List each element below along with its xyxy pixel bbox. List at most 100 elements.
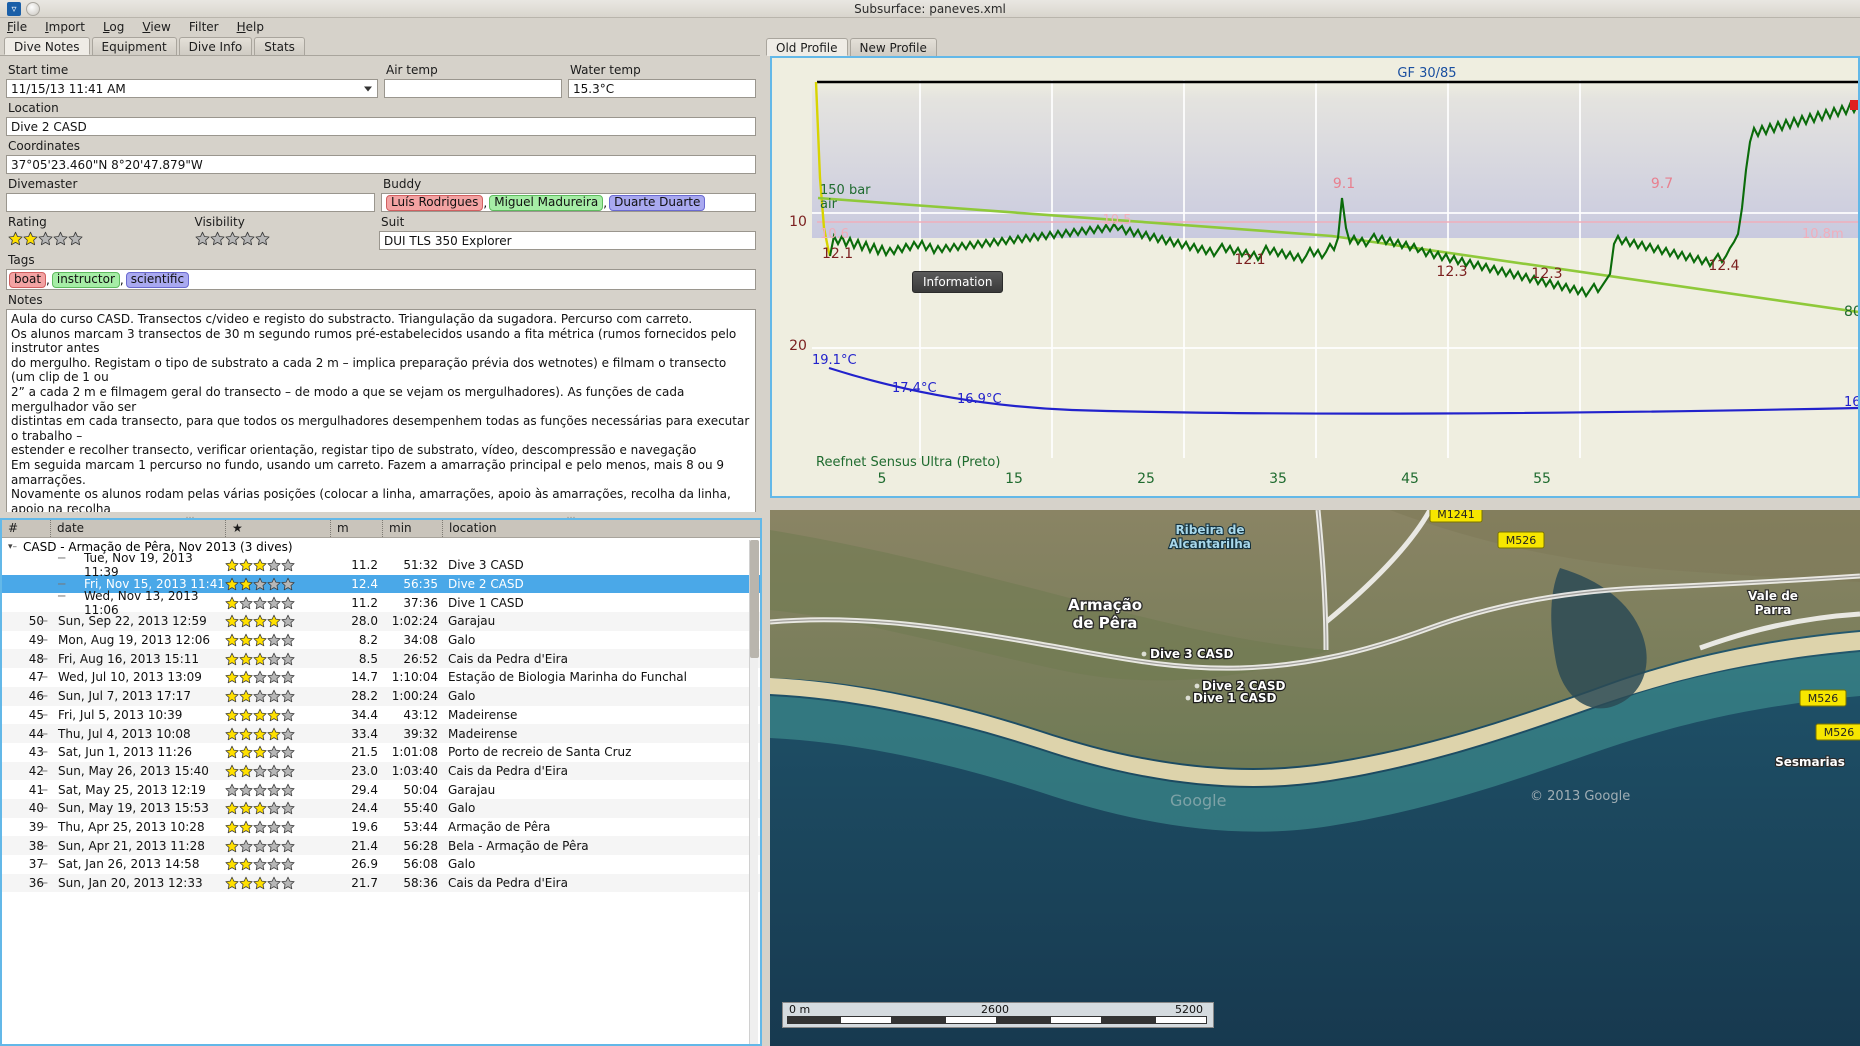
visibility-stars[interactable] xyxy=(195,231,380,246)
star-icon[interactable] xyxy=(239,596,253,610)
star-icon[interactable] xyxy=(281,727,295,741)
star-icon[interactable] xyxy=(8,231,23,246)
star-icon[interactable] xyxy=(267,857,281,871)
star-icon[interactable] xyxy=(281,633,295,647)
rating-stars[interactable] xyxy=(8,231,193,246)
coordinates-input[interactable]: 37°05'23.460"N 8°20'47.879"W xyxy=(6,155,756,174)
dive-list[interactable]: # date ★ m min location ▾– CASD - Armaçã… xyxy=(0,518,762,1046)
tab-dive-info[interactable]: Dive Info xyxy=(178,37,253,55)
star-icon[interactable] xyxy=(253,670,267,684)
dive-profile-chart[interactable]: GF 30/85 150 bar air 10 20 10.6 10. xyxy=(770,56,1860,498)
star-icon[interactable] xyxy=(267,689,281,703)
cell-rating[interactable] xyxy=(225,801,330,815)
table-row[interactable]: 49 ─ Mon, Aug 19, 2013 12:06 8.2 34:08 Galo xyxy=(2,631,760,650)
star-icon[interactable] xyxy=(267,745,281,759)
star-icon[interactable] xyxy=(267,670,281,684)
tag-item[interactable]: boat xyxy=(9,271,47,288)
star-icon[interactable] xyxy=(281,708,295,722)
star-icon[interactable] xyxy=(281,801,295,815)
star-icon[interactable] xyxy=(255,231,270,246)
star-icon[interactable] xyxy=(281,596,295,610)
table-row[interactable]: 47 ─ Wed, Jul 10, 2013 13:09 14.7 1:10:04 Est… xyxy=(2,668,760,687)
star-icon[interactable] xyxy=(239,558,253,572)
star-icon[interactable] xyxy=(267,614,281,628)
column-header-date[interactable]: date xyxy=(50,520,225,537)
star-icon[interactable] xyxy=(281,820,295,834)
star-icon[interactable] xyxy=(225,633,239,647)
star-icon[interactable] xyxy=(281,652,295,666)
map-marker-dive3[interactable]: Dive 3 CASD xyxy=(1149,646,1235,662)
column-header-location[interactable]: location xyxy=(442,520,760,537)
table-row[interactable]: ─ Fri, Nov 15, 2013 11:41 12.4 56:35 Dive 2 … xyxy=(2,574,760,594)
star-icon[interactable] xyxy=(281,783,295,797)
table-row[interactable]: 38 ─ Sun, Apr 21, 2013 11:28 21.4 56:28 Bela … xyxy=(2,836,760,855)
table-row[interactable]: ─ Tue, Nov 19, 2013 11:39 11.2 51:32 Dive 3 … xyxy=(2,551,760,579)
map-pin-dive3[interactable] xyxy=(1141,651,1147,657)
star-icon[interactable] xyxy=(239,577,253,591)
star-icon[interactable] xyxy=(253,708,267,722)
star-icon[interactable] xyxy=(225,596,239,610)
column-header-rating[interactable]: ★ xyxy=(225,520,330,537)
cell-rating[interactable] xyxy=(225,558,330,572)
star-icon[interactable] xyxy=(267,764,281,778)
star-icon[interactable] xyxy=(210,231,225,246)
air-temp-input[interactable] xyxy=(384,79,562,98)
star-icon[interactable] xyxy=(239,614,253,628)
dive-list-scrollbar[interactable] xyxy=(749,540,759,1044)
column-header-depth[interactable]: m xyxy=(330,520,382,537)
star-icon[interactable] xyxy=(281,577,295,591)
star-icon[interactable] xyxy=(239,876,253,890)
table-row[interactable]: 40 ─ Sun, May 19, 2013 15:53 24.4 55:40 Galo xyxy=(2,798,760,818)
star-icon[interactable] xyxy=(239,820,253,834)
star-icon[interactable] xyxy=(239,670,253,684)
star-icon[interactable] xyxy=(239,745,253,759)
chevron-down-icon[interactable]: ▾– xyxy=(8,542,18,552)
buddy-input[interactable]: Luís Rodrigues, Miguel Madureira, Duarte D… xyxy=(381,193,756,212)
menu-item-view[interactable]: View xyxy=(142,20,171,34)
map-marker-dive1[interactable]: Dive 1 CASD xyxy=(1192,690,1278,706)
star-icon[interactable] xyxy=(53,231,68,246)
star-icon[interactable] xyxy=(225,727,239,741)
star-icon[interactable] xyxy=(267,652,281,666)
star-icon[interactable] xyxy=(239,839,253,853)
star-icon[interactable] xyxy=(253,764,267,778)
cell-rating[interactable] xyxy=(225,670,330,684)
star-icon[interactable] xyxy=(239,727,253,741)
star-icon[interactable] xyxy=(267,839,281,853)
star-icon[interactable] xyxy=(267,596,281,610)
star-icon[interactable] xyxy=(225,820,239,834)
chevron-down-icon[interactable] xyxy=(364,86,372,91)
star-icon[interactable] xyxy=(225,558,239,572)
table-row[interactable]: 41 ─ Sat, May 25, 2013 12:19 29.4 50:04 Garaj… xyxy=(2,780,760,799)
star-icon[interactable] xyxy=(253,633,267,647)
star-icon[interactable] xyxy=(239,652,253,666)
star-icon[interactable] xyxy=(239,633,253,647)
table-row[interactable]: 36 ─ Sun, Jan 20, 2013 12:33 21.7 58:36 Cais … xyxy=(2,873,760,893)
location-input[interactable]: Dive 2 CASD xyxy=(6,117,756,136)
star-icon[interactable] xyxy=(281,670,295,684)
star-icon[interactable] xyxy=(267,820,281,834)
table-row[interactable]: 50 ─ Sun, Sep 22, 2013 12:59 28.0 1:02:24 Gar… xyxy=(2,612,760,631)
cell-rating[interactable] xyxy=(225,764,330,778)
star-icon[interactable] xyxy=(281,689,295,703)
cell-rating[interactable] xyxy=(225,727,330,741)
buddy-tag[interactable]: Miguel Madureira xyxy=(489,194,604,211)
star-icon[interactable] xyxy=(225,231,240,246)
tab-dive-notes[interactable]: Dive Notes xyxy=(4,37,90,55)
tab-old-profile[interactable]: Old Profile xyxy=(766,38,848,56)
star-icon[interactable] xyxy=(195,231,210,246)
star-icon[interactable] xyxy=(225,652,239,666)
table-row[interactable]: 46 ─ Sun, Jul 7, 2013 17:17 28.2 1:00:24 Galo xyxy=(2,686,760,706)
tag-item[interactable]: scientific xyxy=(125,271,190,288)
star-icon[interactable] xyxy=(253,614,267,628)
tab-new-profile[interactable]: New Profile xyxy=(849,38,937,56)
map-pin-dive1[interactable] xyxy=(1185,695,1191,701)
water-temp-input[interactable]: 15.3°C xyxy=(568,79,756,98)
cell-rating[interactable] xyxy=(225,689,330,703)
tab-equipment[interactable]: Equipment xyxy=(91,37,177,55)
star-icon[interactable] xyxy=(240,231,255,246)
star-icon[interactable] xyxy=(267,633,281,647)
star-icon[interactable] xyxy=(239,764,253,778)
star-icon[interactable] xyxy=(253,558,267,572)
cell-rating[interactable] xyxy=(225,652,330,666)
